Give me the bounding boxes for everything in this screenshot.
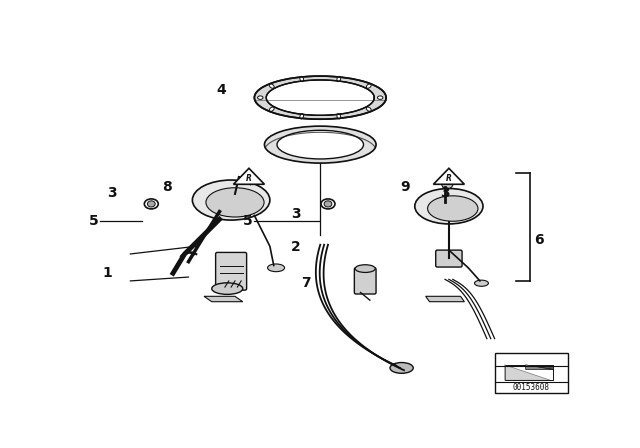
- Ellipse shape: [212, 283, 243, 294]
- Ellipse shape: [266, 80, 374, 115]
- Text: 1: 1: [102, 266, 112, 280]
- Text: 00153608: 00153608: [513, 383, 550, 392]
- Text: 8: 8: [162, 180, 172, 194]
- Ellipse shape: [269, 84, 274, 88]
- Text: 3: 3: [440, 186, 449, 200]
- Ellipse shape: [337, 114, 340, 119]
- Ellipse shape: [337, 76, 340, 82]
- FancyBboxPatch shape: [436, 250, 462, 267]
- Ellipse shape: [277, 130, 364, 159]
- Ellipse shape: [300, 76, 303, 82]
- Polygon shape: [204, 296, 243, 302]
- Polygon shape: [505, 365, 550, 380]
- Ellipse shape: [264, 126, 376, 163]
- Text: 6: 6: [534, 233, 543, 247]
- Ellipse shape: [378, 96, 383, 99]
- Ellipse shape: [321, 199, 335, 209]
- Text: R: R: [446, 174, 452, 183]
- Ellipse shape: [366, 107, 371, 111]
- Text: 3: 3: [108, 186, 117, 200]
- Ellipse shape: [390, 362, 413, 373]
- Polygon shape: [525, 365, 553, 370]
- Ellipse shape: [324, 201, 332, 207]
- Ellipse shape: [442, 181, 452, 189]
- Polygon shape: [234, 168, 264, 184]
- Ellipse shape: [257, 96, 263, 99]
- Ellipse shape: [269, 107, 274, 111]
- Ellipse shape: [193, 180, 270, 220]
- Ellipse shape: [147, 201, 155, 207]
- Ellipse shape: [268, 264, 285, 271]
- Ellipse shape: [145, 199, 158, 209]
- Polygon shape: [433, 168, 465, 184]
- Ellipse shape: [206, 188, 264, 217]
- FancyBboxPatch shape: [355, 268, 376, 294]
- Polygon shape: [426, 296, 465, 302]
- Text: 7: 7: [301, 276, 310, 290]
- Text: R: R: [246, 174, 252, 183]
- Ellipse shape: [300, 114, 303, 119]
- Ellipse shape: [254, 76, 386, 119]
- Ellipse shape: [366, 84, 371, 88]
- FancyBboxPatch shape: [216, 252, 246, 290]
- Ellipse shape: [474, 280, 488, 286]
- Text: 3: 3: [291, 207, 301, 221]
- FancyBboxPatch shape: [495, 353, 568, 392]
- Ellipse shape: [428, 196, 478, 221]
- Text: 2: 2: [291, 240, 301, 254]
- Text: 9: 9: [400, 180, 410, 194]
- Polygon shape: [505, 365, 553, 380]
- Text: 5: 5: [243, 214, 253, 228]
- Ellipse shape: [355, 265, 375, 272]
- Text: 5: 5: [89, 214, 99, 228]
- Ellipse shape: [415, 189, 483, 224]
- Text: 4: 4: [216, 83, 226, 97]
- Polygon shape: [525, 365, 553, 370]
